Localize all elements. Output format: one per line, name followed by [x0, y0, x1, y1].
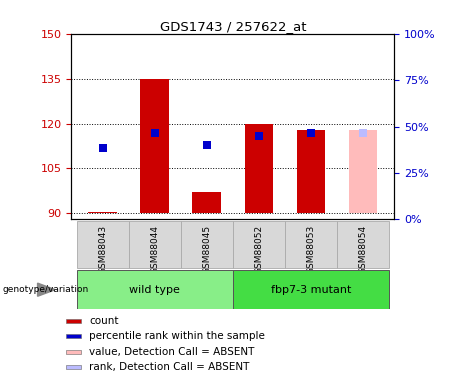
Bar	[233, 221, 285, 268]
Bar	[233, 270, 389, 309]
Text: percentile rank within the sample: percentile rank within the sample	[89, 332, 265, 341]
Bar	[129, 221, 181, 268]
Bar	[193, 192, 221, 213]
Text: GSM88043: GSM88043	[98, 225, 107, 274]
Bar	[77, 270, 233, 309]
Text: GSM88052: GSM88052	[254, 225, 263, 274]
Text: GSM88053: GSM88053	[307, 225, 315, 274]
Bar	[77, 221, 129, 268]
Text: fbp7-3 mutant: fbp7-3 mutant	[271, 285, 351, 295]
Text: GSM88045: GSM88045	[202, 225, 211, 274]
Bar	[285, 221, 337, 268]
Text: count: count	[89, 316, 118, 326]
Text: GSM88054: GSM88054	[358, 225, 367, 274]
Text: GSM88044: GSM88044	[150, 225, 159, 274]
Point	[255, 132, 262, 138]
Point	[151, 129, 159, 135]
Bar	[89, 212, 117, 213]
Bar	[349, 129, 377, 213]
Point	[99, 144, 106, 150]
Bar	[66, 334, 81, 338]
Bar	[296, 129, 325, 213]
Bar	[181, 221, 233, 268]
Text: rank, Detection Call = ABSENT: rank, Detection Call = ABSENT	[89, 362, 249, 372]
Bar	[66, 319, 81, 323]
Polygon shape	[37, 283, 55, 296]
Bar	[141, 79, 169, 213]
Point	[203, 141, 211, 147]
Bar	[66, 350, 81, 354]
Point	[307, 129, 314, 135]
Point	[359, 129, 366, 135]
Bar	[66, 365, 81, 369]
Bar	[244, 124, 273, 213]
Bar	[337, 221, 389, 268]
Text: wild type: wild type	[129, 285, 180, 295]
Title: GDS1743 / 257622_at: GDS1743 / 257622_at	[160, 20, 306, 33]
Text: genotype/variation: genotype/variation	[2, 285, 89, 294]
Text: value, Detection Call = ABSENT: value, Detection Call = ABSENT	[89, 347, 254, 357]
